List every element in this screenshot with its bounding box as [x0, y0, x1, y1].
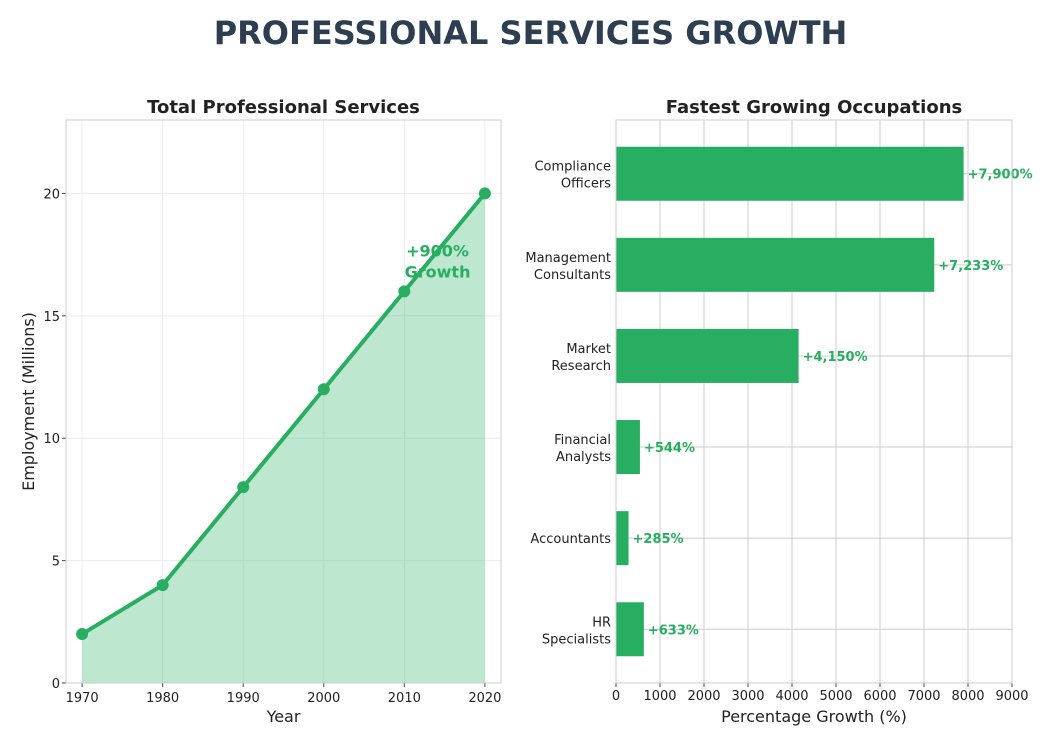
bar	[616, 237, 935, 292]
bar	[616, 328, 799, 383]
x-tick-label: 5000	[819, 689, 852, 704]
y-tick-label: 5	[52, 555, 60, 570]
y-tick-label: 0	[52, 677, 60, 692]
data-label: +544%	[644, 441, 695, 456]
data-point	[317, 383, 330, 396]
category-label: Analysts	[556, 450, 611, 465]
data-point	[76, 628, 89, 641]
category-label: Specialists	[542, 632, 611, 647]
x-tick-label: 1970	[66, 691, 99, 706]
y-tick-label: 10	[43, 432, 60, 447]
data-point	[237, 481, 250, 494]
bar	[616, 420, 640, 475]
y-axis-label: Employment (Millions)	[19, 312, 38, 491]
data-label: +7,900%	[968, 168, 1033, 183]
data-point	[478, 187, 491, 200]
x-tick-label: 2000	[687, 689, 720, 704]
y-tick-label: 15	[43, 310, 60, 325]
x-tick-label: 1000	[643, 689, 676, 704]
x-tick-label: 6000	[863, 689, 896, 704]
y-tick-label: 20	[43, 187, 60, 202]
growth-annotation: Growth	[405, 263, 471, 282]
category-label: Compliance	[534, 160, 611, 175]
x-tick-label: 9000	[995, 689, 1028, 704]
category-label: Consultants	[534, 268, 611, 283]
series-line	[81, 192, 487, 636]
chart-title: Total Professional Services	[147, 97, 420, 118]
x-tick-label: 2020	[468, 691, 501, 706]
growth-annotation: +900%	[406, 242, 469, 261]
plot-frame	[65, 119, 502, 684]
bar	[616, 602, 644, 657]
bar	[616, 511, 629, 566]
x-axis-label: Percentage Growth (%)	[721, 707, 907, 726]
category-label: Research	[551, 359, 611, 374]
x-tick-label: 2010	[388, 691, 421, 706]
x-axis-label: Year	[266, 707, 301, 726]
x-tick-label: 8000	[951, 689, 984, 704]
x-tick-label: 7000	[907, 689, 940, 704]
x-tick-label: 1990	[227, 691, 260, 706]
data-label: +285%	[633, 532, 684, 547]
data-label: +7,233%	[938, 259, 1003, 274]
x-tick-label: 4000	[775, 689, 808, 704]
data-point	[156, 579, 169, 592]
category-label: Financial	[554, 433, 611, 448]
category-label: Accountants	[530, 532, 611, 547]
x-tick-label: 0	[612, 689, 620, 704]
x-tick-label: 2000	[307, 691, 340, 706]
data-label: +633%	[648, 623, 699, 638]
data-point	[398, 285, 411, 298]
category-label: Market	[566, 342, 611, 357]
page-title: PROFESSIONAL SERVICES GROWTH	[213, 14, 848, 52]
x-tick-label: 1980	[146, 691, 179, 706]
category-label: Officers	[561, 177, 611, 192]
category-label: HR	[592, 615, 611, 630]
bar	[616, 146, 964, 201]
plot-frame	[615, 119, 1013, 684]
x-tick-label: 3000	[731, 689, 764, 704]
chart-title: Fastest Growing Occupations	[666, 97, 962, 118]
category-label: Management	[525, 251, 611, 266]
data-label: +4,150%	[803, 350, 868, 365]
